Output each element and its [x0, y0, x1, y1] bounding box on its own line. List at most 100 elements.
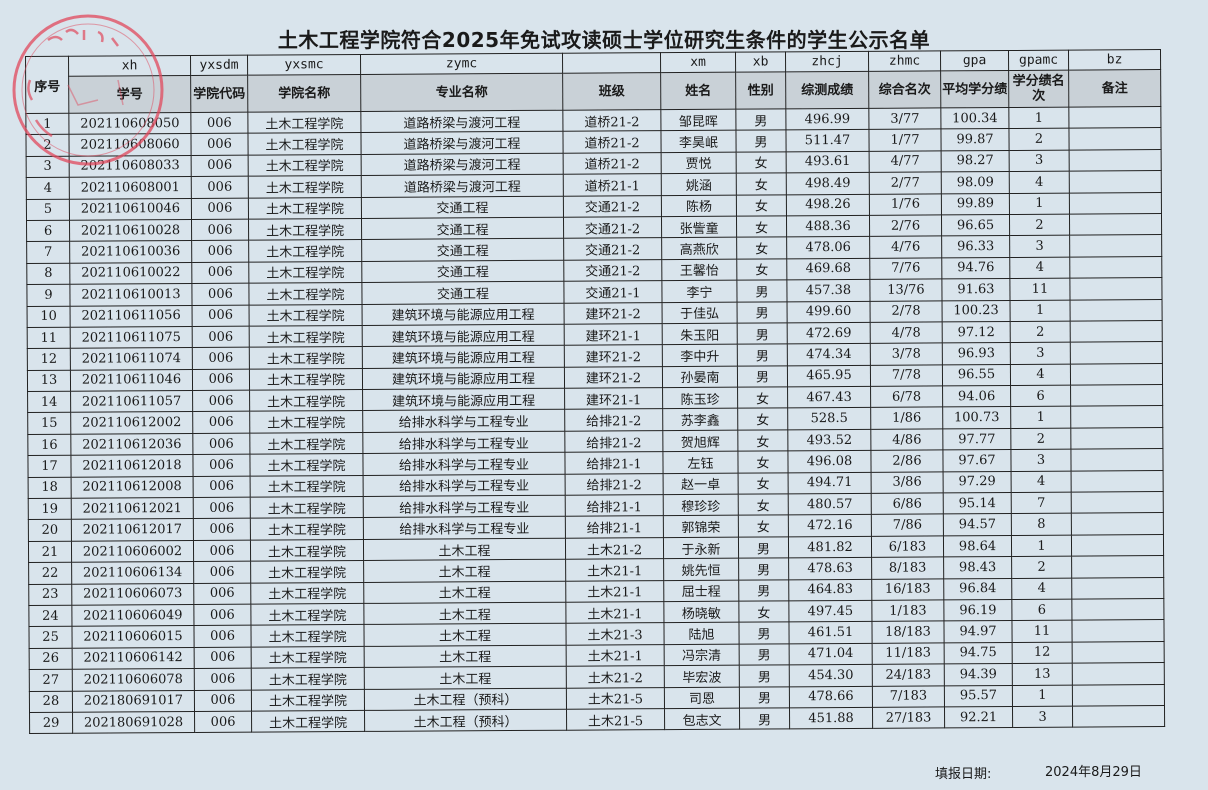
header-remarks: 备注: [1068, 69, 1161, 108]
cell-gpa: 94.39: [944, 663, 1013, 686]
cell-name: 屈士程: [663, 579, 739, 602]
cell-gpa: 99.89: [941, 193, 1010, 215]
cell-seq: 9: [26, 284, 71, 307]
cell-class: 建环21-2: [564, 302, 663, 325]
cell-class: 建环21-2: [564, 344, 663, 367]
header-code-major-name: zymc: [360, 53, 563, 75]
cell-college-code: 006: [193, 582, 251, 605]
cell-student-id: 202110606049: [71, 604, 194, 627]
cell-remarks: [1069, 192, 1162, 215]
cell-gender: 男: [738, 536, 789, 559]
cell-composite-score: 488.36: [786, 215, 870, 238]
cell-class: 给排21-2: [564, 409, 663, 432]
cell-college-code: 006: [192, 326, 250, 348]
cell-student-id: 202110608050: [68, 112, 191, 135]
cell-class: 交通21-2: [563, 237, 662, 260]
cell-composite-rank: 7/78: [870, 364, 943, 387]
cell-gpa-rank: 13: [1012, 663, 1073, 686]
cell-class: 给排21-1: [565, 516, 664, 539]
cell-name: 贾悦: [661, 151, 737, 174]
cell-seq: 11: [27, 327, 71, 349]
cell-college-code: 006: [193, 539, 251, 562]
cell-remarks: [1071, 512, 1164, 535]
cell-remarks: [1070, 299, 1163, 322]
cell-class: 给排21-2: [565, 473, 664, 496]
cell-composite-score: 474.34: [787, 343, 871, 366]
cell-college-code: 006: [192, 411, 250, 434]
cell-gender: 男: [737, 365, 788, 388]
cell-college-name: 土木工程学院: [250, 560, 364, 583]
cell-remarks: [1072, 684, 1165, 707]
cell-student-id: 202110608060: [68, 133, 192, 157]
cell-college-code: 006: [192, 432, 250, 455]
cell-gpa: 96.93: [942, 342, 1011, 365]
cell-gpa: 96.65: [941, 214, 1010, 237]
cell-gpa-rank: 4: [1009, 256, 1070, 279]
cell-remarks: [1071, 491, 1164, 514]
cell-seq: 19: [28, 498, 72, 520]
cell-seq: 13: [27, 369, 71, 392]
cell-student-id: 202110610028: [69, 219, 192, 242]
header-seq: 序号: [25, 56, 69, 114]
cell-college-code: 006: [194, 689, 252, 712]
cell-composite-score: 478.66: [789, 685, 873, 708]
cell-class: 土木21-1: [565, 558, 664, 581]
cell-gpa: 97.77: [942, 428, 1011, 451]
header-code-college-name: yxsmc: [247, 54, 361, 76]
cell-gpa-rank: 3: [1009, 235, 1070, 258]
cell-gender: 女: [738, 515, 789, 537]
cell-seq: 24: [28, 605, 72, 627]
cell-composite-rank: 2/86: [870, 450, 944, 472]
cell-major-name: 给排水科学与工程专业: [363, 473, 566, 497]
cell-student-id: 202110612017: [71, 518, 194, 542]
cell-college-code: 006: [191, 176, 249, 199]
cell-gender: 男: [736, 279, 788, 302]
cell-college-name: 土木工程学院: [249, 432, 363, 455]
cell-seq: 22: [28, 562, 72, 585]
cell-gpa: 95.14: [943, 492, 1012, 515]
cell-name: 包志文: [664, 708, 740, 730]
cell-composite-score: 451.88: [789, 707, 873, 730]
cell-composite-rank: 24/183: [872, 664, 945, 686]
cell-student-id: 202110612021: [71, 497, 194, 520]
cell-major-name: 交通工程: [361, 238, 564, 262]
cell-major-name: 建筑环境与能源应用工程: [362, 302, 565, 326]
cell-college-code: 006: [190, 112, 248, 134]
cell-gpa: 98.43: [943, 556, 1012, 579]
cell-composite-rank: 4/76: [869, 236, 942, 259]
cell-student-id: 202110606015: [71, 625, 195, 648]
cell-class: 土木21-1: [565, 580, 664, 603]
cell-college-name: 土木工程学院: [250, 496, 364, 519]
cell-gpa-rank: 1: [1010, 299, 1071, 322]
cell-gpa: 100.73: [942, 406, 1011, 429]
cell-name: 于永新: [663, 536, 739, 559]
cell-remarks: [1071, 598, 1164, 621]
cell-class: 道桥21-2: [562, 109, 661, 132]
cell-gender: 女: [737, 408, 788, 431]
cell-class: 道桥21-1: [563, 173, 662, 196]
cell-gender: 女: [737, 429, 788, 452]
cell-gpa-rank: 3: [1010, 449, 1072, 472]
cell-gpa-rank: 8: [1011, 513, 1072, 536]
cell-college-name: 土木工程学院: [248, 282, 363, 305]
cell-college-name: 土木工程学院: [251, 688, 365, 712]
cell-gpa: 99.87: [940, 128, 1010, 151]
cell-gender: 男: [738, 622, 790, 644]
cell-student-id: 202110610022: [69, 262, 192, 285]
cell-name: 于佳弘: [662, 301, 738, 324]
cell-student-id: 202110610046: [69, 198, 192, 221]
cell-class: 土木21-1: [565, 601, 664, 624]
cell-gpa-rank: 3: [1012, 706, 1073, 728]
cell-student-id: 202110608033: [69, 155, 192, 178]
cell-composite-score: 472.16: [788, 514, 872, 537]
cell-seq: 21: [28, 541, 72, 563]
cell-student-id: 202110611057: [70, 390, 193, 413]
cell-college-name: 土木工程学院: [249, 368, 363, 391]
cell-gpa-rank: 2: [1010, 321, 1071, 343]
cell-name: 高燕欣: [661, 237, 737, 260]
cell-college-code: 006: [192, 304, 250, 327]
cell-gpa-rank: 4: [1011, 470, 1072, 493]
cell-class: 给排21-2: [564, 430, 663, 453]
cell-gender: 男: [737, 301, 788, 324]
cell-composite-rank: 3/77: [868, 107, 941, 130]
